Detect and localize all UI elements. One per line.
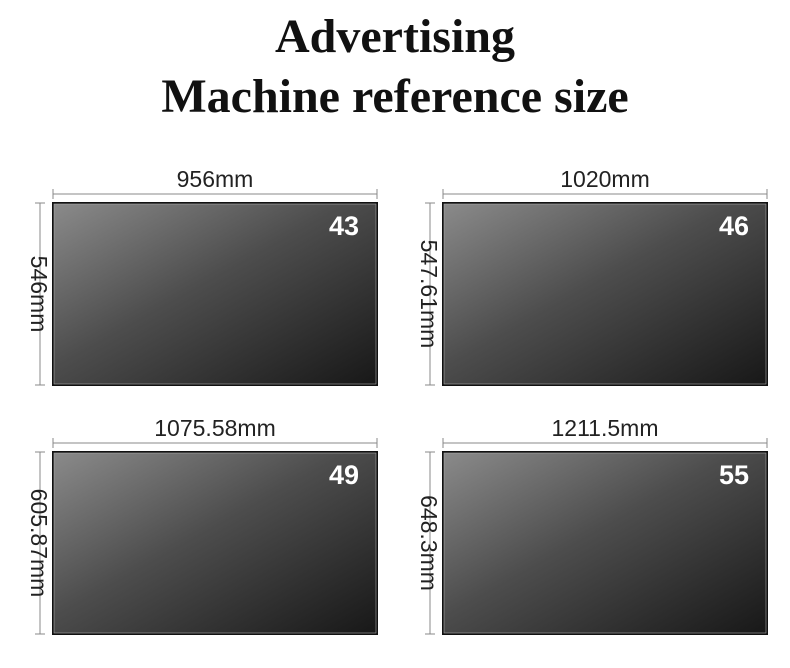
title-line: Advertising	[275, 10, 515, 63]
size-label: 55	[719, 460, 749, 490]
screen	[53, 203, 377, 385]
height-label: 546mm	[26, 256, 52, 333]
screen	[443, 203, 767, 385]
screen	[53, 452, 377, 634]
height-label: 547.61mm	[416, 240, 442, 349]
width-label: 1020mm	[560, 166, 649, 192]
size-label: 46	[719, 211, 749, 241]
height-label: 648.3mm	[416, 495, 442, 591]
width-label: 1211.5mm	[552, 415, 659, 441]
title-line: Machine reference size	[161, 70, 628, 123]
height-label: 605.87mm	[26, 489, 52, 598]
size-label: 43	[329, 211, 359, 241]
width-label: 956mm	[177, 166, 254, 192]
screen	[443, 452, 767, 634]
size-label: 49	[329, 460, 359, 490]
width-label: 1075.58mm	[154, 415, 275, 441]
